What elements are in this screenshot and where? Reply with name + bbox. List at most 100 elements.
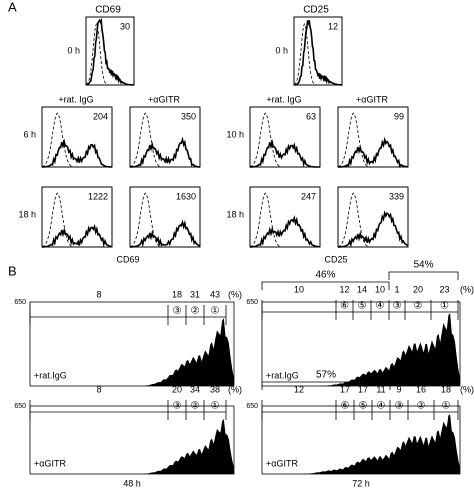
histogram-frame <box>249 106 321 168</box>
percent-label: 43 <box>210 289 220 299</box>
unit-label: (%) <box>228 384 242 394</box>
gate-number: ③ <box>393 301 402 312</box>
y-max-label: 650 <box>14 403 26 410</box>
condition-label: +αGITR <box>266 458 298 468</box>
time-label: 0 h <box>275 45 288 55</box>
percent-label: 11 <box>376 384 385 394</box>
division-histogram <box>262 313 460 386</box>
division-histogram <box>30 419 234 474</box>
group-percent: 46% <box>315 270 335 281</box>
time-label: 72 h <box>352 478 370 488</box>
division-histogram <box>30 318 234 386</box>
percent-label: 17 <box>358 384 368 394</box>
time-label: 0 h <box>67 45 80 55</box>
gate-number: ① <box>442 401 451 412</box>
time-label: 10 h <box>226 129 244 139</box>
gate-number: ④ <box>377 401 386 412</box>
group-percent: 54% <box>413 260 433 271</box>
panel-label: B <box>8 263 17 278</box>
gate-number: ② <box>414 301 423 312</box>
marker-title: CD69 <box>95 5 121 16</box>
percent-label: 14 <box>357 284 367 294</box>
group-bracket <box>261 281 390 290</box>
sample-curve <box>129 136 200 168</box>
sample-curve <box>85 17 135 86</box>
y-max-label: 650 <box>246 299 258 306</box>
control-curve <box>41 112 112 168</box>
control-curve <box>337 192 408 248</box>
percent-label: 8 <box>96 289 101 299</box>
mfi-value: 1630 <box>176 191 196 201</box>
sample-curve <box>41 138 113 168</box>
plot-frame <box>261 301 461 387</box>
condition-label: +αGITR <box>148 94 180 104</box>
panel-label: A <box>8 0 17 14</box>
mfi-value: 339 <box>389 191 404 201</box>
mfi-value: 99 <box>394 111 404 121</box>
histogram-frame <box>41 186 113 248</box>
group-bracket <box>388 271 459 280</box>
gate-number: ① <box>211 306 220 317</box>
histogram-frame <box>337 186 409 248</box>
gate-number: ③ <box>173 306 182 317</box>
time-label: 18 h <box>226 209 244 219</box>
time-label: 18 h <box>18 209 36 219</box>
group-percent: 43% <box>414 360 434 371</box>
unit-label: (%) <box>228 289 242 299</box>
percent-label: 10 <box>375 284 385 294</box>
y-max-label: 650 <box>246 403 258 410</box>
gate-number: ② <box>191 401 200 412</box>
axis-label: CD25 <box>324 254 347 264</box>
percent-label: 18 <box>441 384 451 394</box>
group-bracket <box>389 371 459 380</box>
sample-curve <box>337 210 409 248</box>
gate-number: ③ <box>173 401 182 412</box>
gate-number: ④ <box>376 301 385 312</box>
control-curve <box>249 112 320 168</box>
control-curve <box>129 192 200 248</box>
control-curve <box>337 112 408 168</box>
time-label: 48 h <box>123 478 141 488</box>
gate-number: ⑥ <box>340 301 349 312</box>
gate-number: ⑤ <box>359 401 368 412</box>
sample-curve <box>42 224 113 248</box>
mfi-value: 63 <box>306 111 316 121</box>
sample-curve <box>294 20 342 86</box>
sample-curve <box>338 136 409 168</box>
unit-label: (%) <box>460 284 474 294</box>
mfi-value: 1222 <box>88 191 108 201</box>
gate-number: ① <box>211 401 220 412</box>
percent-label: 31 <box>190 289 200 299</box>
histogram-frame <box>337 106 409 168</box>
y-max-label: 650 <box>14 299 26 306</box>
percent-label: 17 <box>340 384 350 394</box>
percent-label: 38 <box>210 384 220 394</box>
condition-label: +rat. IgG <box>58 94 93 104</box>
histogram-frame <box>129 186 201 248</box>
gate-number: ③ <box>395 401 404 412</box>
control-curve <box>293 23 342 86</box>
control-curve <box>41 192 112 248</box>
percent-label: 20 <box>413 284 423 294</box>
control-curve <box>85 23 134 86</box>
time-label: 6 h <box>23 129 36 139</box>
division-histogram <box>262 414 460 474</box>
marker-title: CD25 <box>303 5 329 16</box>
mfi-value: 204 <box>93 111 108 121</box>
group-bracket <box>261 381 391 390</box>
control-curve <box>129 112 200 168</box>
mfi-value: 350 <box>181 111 196 121</box>
percent-label: 8 <box>96 384 101 394</box>
plot-frame <box>29 405 235 475</box>
histogram-frame <box>41 106 113 168</box>
percent-label: 16 <box>416 384 426 394</box>
histogram-frame <box>129 106 201 168</box>
condition-label: +αGITR <box>34 458 66 468</box>
mfi-value: 12 <box>328 21 338 31</box>
plot-frame <box>29 301 235 387</box>
percent-label: 1 <box>394 284 399 294</box>
mfi-value: 30 <box>120 21 130 31</box>
percent-label: 20 <box>172 384 182 394</box>
percent-label: 9 <box>396 384 401 394</box>
